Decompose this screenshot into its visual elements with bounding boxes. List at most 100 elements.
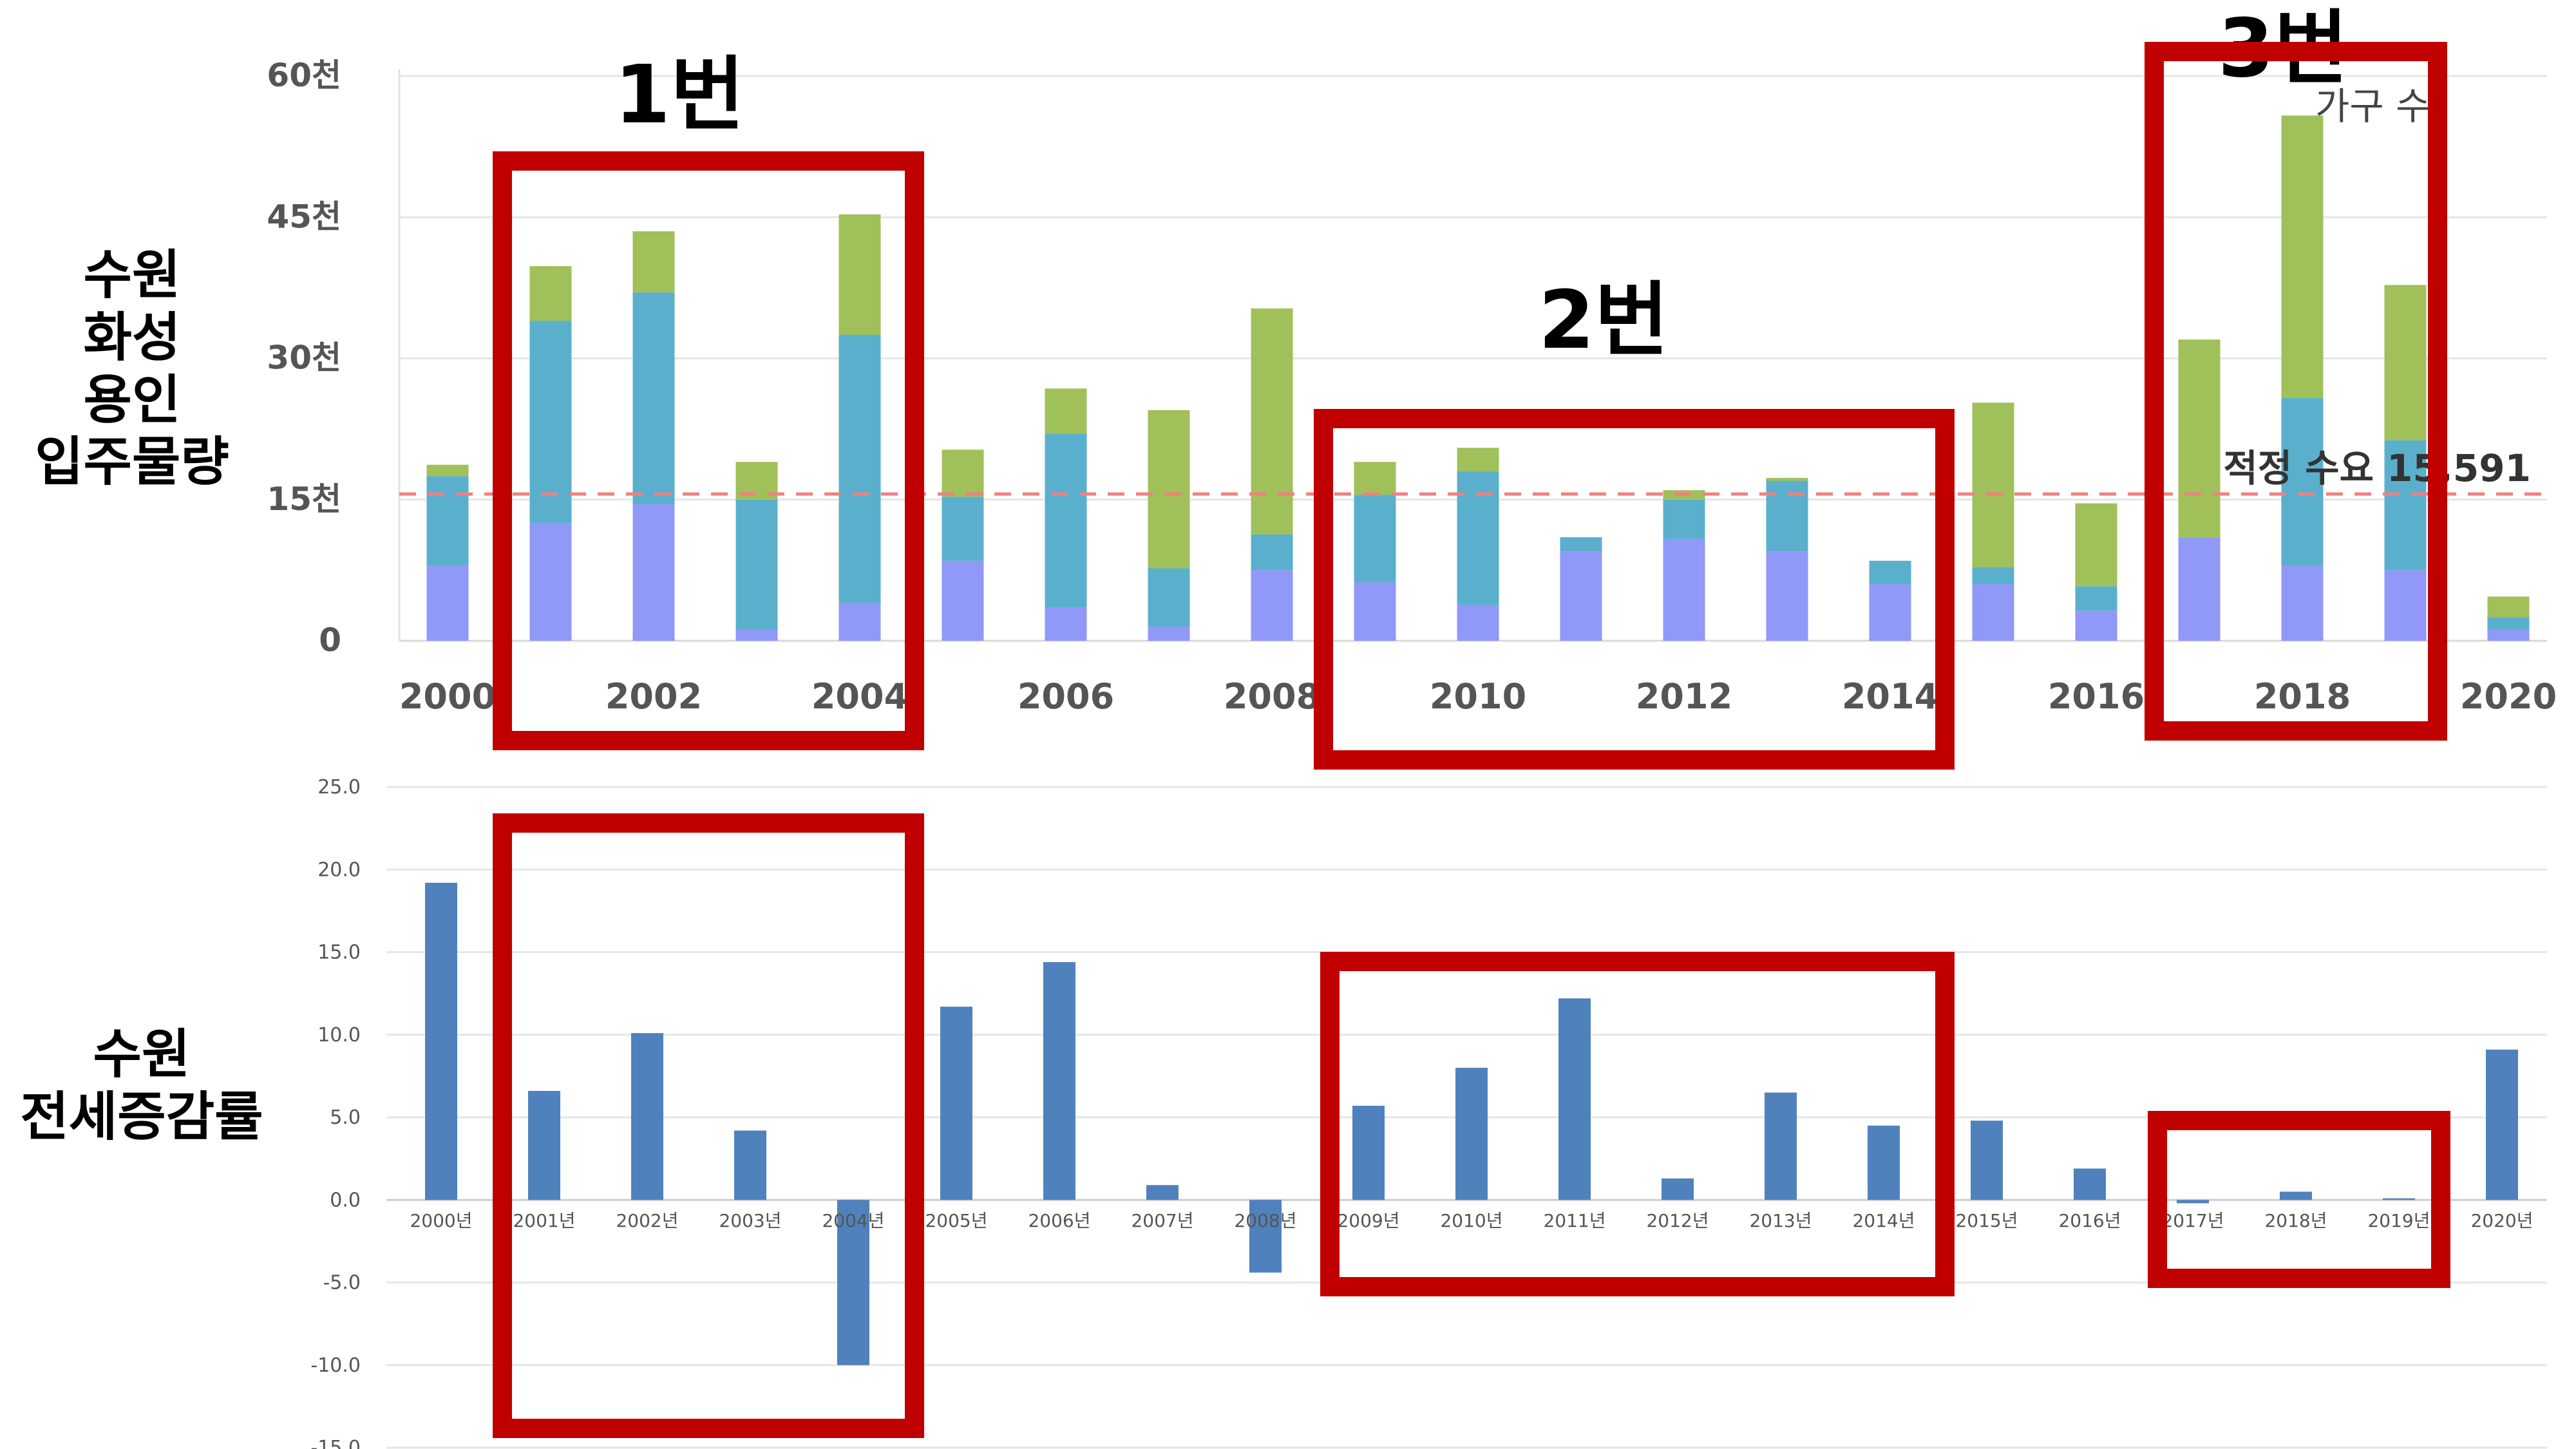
top-x-tick-label: 2014 xyxy=(1842,676,1938,717)
jeonse-bar xyxy=(1352,1106,1385,1200)
top-bar-segment-suwon xyxy=(2487,629,2530,641)
jeonse-bar xyxy=(1868,1125,1900,1200)
top-bar-segment-suwon xyxy=(1869,584,1911,641)
top-side-label-line: 화성 xyxy=(83,307,181,368)
bottom-x-tick-label: 2001년 xyxy=(513,1210,575,1231)
top-bar-segment-suwon xyxy=(632,504,675,641)
bottom-y-tick-label: 15.0 xyxy=(317,942,361,964)
top-bar-segment-hwaseong xyxy=(1869,560,1911,585)
top-bar-segment-yongin xyxy=(2075,503,2117,587)
top-bar-segment-hwaseong xyxy=(1251,534,1293,571)
bottom-side-label: 수원 전세증감률 xyxy=(13,1024,270,1149)
top-side-label: 수원 화성 용인 입주물량 xyxy=(26,245,238,494)
top-bar-segment-hwaseong xyxy=(942,497,984,561)
top-bar-segment-suwon xyxy=(1766,551,1808,641)
bottom-y-tick-label: -15.0 xyxy=(310,1437,361,1449)
top-x-tick-label: 2000 xyxy=(399,676,496,717)
top-bar-segment-hwaseong xyxy=(1663,499,1705,540)
bottom-side-label-line: 전세증감률 xyxy=(20,1086,263,1148)
top-y-tick-label: 0 xyxy=(319,621,341,659)
top-bar-segment-hwaseong xyxy=(2384,440,2427,571)
top-x-tick-label: 2020 xyxy=(2460,676,2557,717)
jeonse-bar xyxy=(1146,1185,1179,1200)
bottom-y-tick-label: 0.0 xyxy=(330,1189,361,1211)
bottom-x-tick-label: 2008년 xyxy=(1234,1210,1296,1231)
top-bar-segment-suwon xyxy=(2178,537,2221,641)
top-bar-segment-yongin xyxy=(2281,115,2324,398)
top-x-tick-label: 2002 xyxy=(605,676,702,717)
top-bar-segment-hwaseong xyxy=(1148,568,1190,627)
jeonse-bar xyxy=(940,1007,972,1200)
top-bar-segment-yongin xyxy=(426,464,469,477)
jeonse-bar xyxy=(837,1200,869,1365)
jeonse-bar xyxy=(1971,1121,2003,1200)
box2-label: 2번 xyxy=(1539,274,1669,367)
jeonse-bar xyxy=(1765,1092,1797,1200)
box2-top-frame xyxy=(1314,409,1955,770)
top-bar-segment-yongin xyxy=(1457,448,1499,471)
bottom-x-tick-label: 2016년 xyxy=(2058,1210,2121,1231)
top-bar-segment-yongin xyxy=(2384,285,2427,440)
bottom-x-tick-label: 2000년 xyxy=(410,1210,472,1231)
top-bar-segment-hwaseong xyxy=(1560,537,1602,552)
top-bar-segment-yongin xyxy=(838,214,881,335)
top-bar-segment-hwaseong xyxy=(838,334,881,603)
top-bar-segment-yongin xyxy=(1766,478,1808,481)
top-side-label-line: 수원 xyxy=(83,245,181,306)
jeonse-bar xyxy=(528,1090,560,1200)
bottom-x-tick-label: 2005년 xyxy=(925,1210,987,1231)
bottom-x-tick-label: 2018년 xyxy=(2264,1210,2327,1231)
top-bar-segment-hwaseong xyxy=(1045,433,1087,608)
bottom-x-tick-label: 2002년 xyxy=(616,1210,678,1231)
top-bar-segment-suwon xyxy=(1354,582,1396,641)
top-y-tick-label: 45천 xyxy=(267,198,341,235)
top-side-label-line: 입주물량 xyxy=(35,431,229,493)
top-bar-segment-yongin xyxy=(2178,339,2221,538)
top-bar-segment-hwaseong xyxy=(632,292,675,505)
top-y-tick-label: 30천 xyxy=(267,339,341,377)
top-bar-segment-hwaseong xyxy=(1766,480,1808,552)
top-bar-segment-yongin xyxy=(1251,308,1293,535)
top-bar-segment-hwaseong xyxy=(529,321,572,524)
bottom-x-tick-label: 2010년 xyxy=(1440,1210,1502,1231)
top-bar-segment-suwon xyxy=(1560,551,1602,641)
box2-bottom-frame xyxy=(1320,952,1955,1296)
top-bar-segment-hwaseong xyxy=(426,476,469,566)
top-bar-segment-hwaseong xyxy=(2281,397,2324,566)
top-bar-segment-suwon xyxy=(942,560,984,641)
top-bar-segment-yongin xyxy=(1354,462,1396,495)
top-y-tick-label: 15천 xyxy=(267,480,341,518)
top-bar-segment-yongin xyxy=(632,231,675,293)
bottom-x-tick-label: 2012년 xyxy=(1646,1210,1709,1231)
top-bar-segment-hwaseong xyxy=(2075,586,2117,611)
bottom-x-tick-label: 2004년 xyxy=(822,1210,884,1231)
bottom-y-tick-label: 25.0 xyxy=(317,776,361,799)
top-bar-segment-hwaseong xyxy=(1972,567,2014,585)
top-bar-segment-hwaseong xyxy=(735,499,778,630)
top-x-tick-label: 2004 xyxy=(811,676,908,717)
top-bar-segment-suwon xyxy=(2384,570,2427,641)
bottom-y-tick-label: -10.0 xyxy=(310,1354,361,1377)
top-bar-segment-suwon xyxy=(1457,605,1499,641)
bottom-y-tick-label: 10.0 xyxy=(317,1024,361,1046)
bottom-x-tick-label: 2011년 xyxy=(1543,1210,1605,1231)
box3-top-frame xyxy=(2145,42,2447,741)
jeonse-bar xyxy=(1662,1178,1694,1200)
jeonse-bar xyxy=(2486,1049,2518,1200)
top-bar-segment-hwaseong xyxy=(1457,471,1499,605)
jeonse-bar xyxy=(734,1130,766,1200)
top-bar-segment-suwon xyxy=(1251,570,1293,641)
top-bar-segment-hwaseong xyxy=(2487,617,2530,630)
top-x-tick-label: 2012 xyxy=(1636,676,1732,717)
top-bar-segment-hwaseong xyxy=(1354,495,1396,583)
jeonse-bar xyxy=(1249,1200,1282,1273)
jeonse-bar xyxy=(631,1033,663,1200)
bottom-y-tick-label: -5.0 xyxy=(323,1272,361,1294)
top-bar-segment-yongin xyxy=(1972,402,2014,567)
top-bar-segment-suwon xyxy=(1045,607,1087,641)
top-x-tick-label: 2016 xyxy=(2048,676,2145,717)
box1-label: 1번 xyxy=(614,48,744,142)
top-x-tick-label: 2006 xyxy=(1018,676,1114,717)
